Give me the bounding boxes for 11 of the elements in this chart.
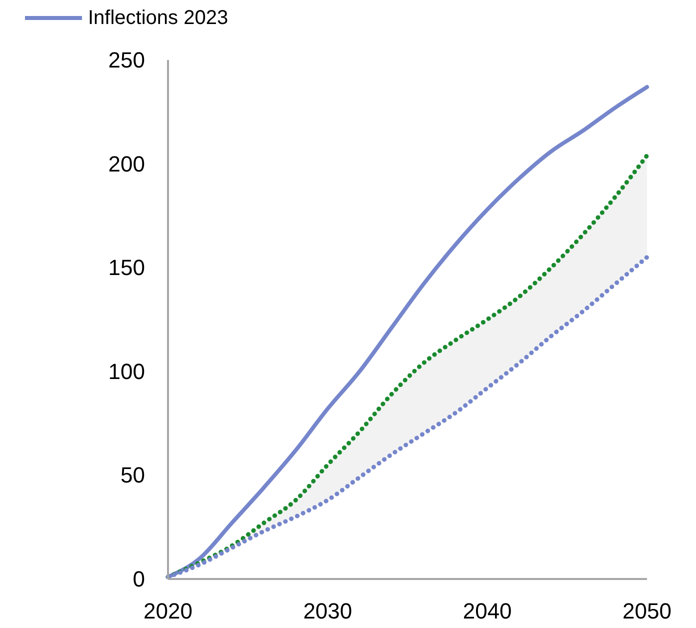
- legend-label: Inflections 2023: [88, 7, 228, 29]
- y-tick-label: 50: [120, 462, 145, 488]
- x-tick-label: 2020: [144, 598, 192, 624]
- x-tick-label: 2040: [462, 598, 512, 624]
- y-tick-label: 150: [108, 255, 145, 280]
- y-tick-label: 0: [132, 566, 145, 592]
- y-tick-label: 200: [108, 151, 145, 176]
- y-tick-label: 100: [108, 358, 145, 384]
- x-tick-label: 2030: [303, 598, 352, 624]
- y-tick-label: 250: [108, 48, 145, 72]
- x-tick-label: 2050: [622, 598, 672, 624]
